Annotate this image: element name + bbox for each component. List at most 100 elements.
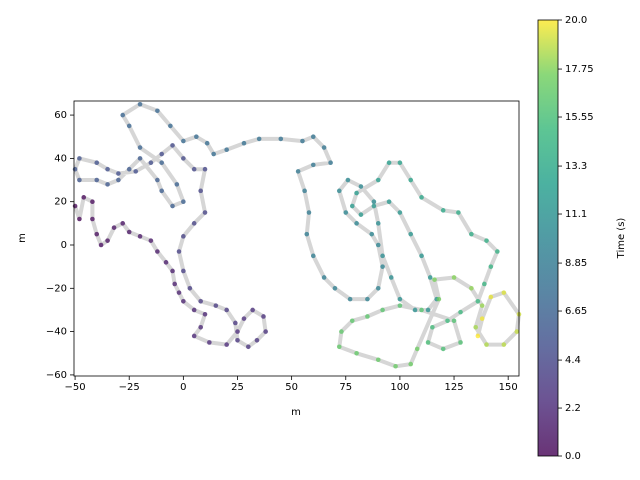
point: [495, 249, 500, 254]
point: [77, 216, 82, 222]
point: [181, 138, 186, 144]
point: [295, 169, 301, 174]
point: [371, 203, 377, 209]
point: [163, 260, 169, 265]
point: [380, 307, 385, 313]
colorbar-tick-label: 15.55: [565, 112, 594, 123]
point: [176, 249, 182, 254]
point: [375, 286, 381, 291]
point: [170, 143, 175, 148]
point: [300, 138, 305, 144]
point: [133, 169, 139, 174]
point: [90, 216, 95, 222]
colorbar-tick-label: 8.85: [565, 258, 587, 269]
point: [198, 324, 203, 330]
point: [380, 253, 385, 259]
point: [246, 344, 251, 350]
point: [388, 275, 394, 280]
point: [445, 318, 450, 324]
point: [137, 101, 143, 107]
point: [332, 286, 338, 291]
point: [427, 275, 433, 280]
point: [354, 190, 359, 196]
point: [207, 340, 212, 345]
point: [347, 296, 353, 302]
point: [302, 188, 307, 194]
x-tick-label: −50: [65, 382, 86, 393]
point: [155, 177, 160, 183]
point: [375, 357, 381, 363]
point: [369, 231, 375, 237]
point: [77, 156, 82, 161]
colorbar: [538, 20, 558, 456]
point: [469, 286, 474, 291]
point: [375, 221, 381, 226]
point: [375, 177, 381, 183]
colorbar-tick-label: 11.1: [565, 209, 587, 220]
point: [174, 182, 180, 187]
point: [412, 307, 418, 313]
point: [310, 134, 316, 140]
point: [224, 307, 229, 313]
point: [475, 298, 481, 304]
point: [488, 264, 494, 269]
point: [436, 296, 442, 302]
point: [98, 242, 104, 248]
point: [198, 188, 203, 194]
point: [181, 199, 186, 204]
point: [181, 234, 186, 239]
x-tick-label: 75: [339, 382, 352, 393]
point: [126, 229, 132, 235]
point: [440, 208, 446, 213]
point: [365, 296, 370, 302]
point: [116, 171, 121, 176]
point: [397, 303, 403, 308]
point: [170, 268, 175, 274]
colorbar-tick-label: 0.0: [565, 451, 581, 462]
point: [137, 234, 143, 239]
point: [278, 136, 284, 142]
point: [304, 231, 310, 237]
x-tick-label: 100: [390, 382, 409, 393]
point: [233, 320, 238, 326]
point: [224, 147, 229, 153]
point: [202, 166, 208, 172]
point: [194, 134, 199, 140]
point: [241, 316, 247, 321]
point: [310, 162, 316, 168]
point: [432, 277, 437, 282]
colorbar-tick-label: 6.65: [565, 306, 587, 317]
point: [213, 303, 219, 308]
point: [479, 303, 485, 308]
point: [168, 123, 173, 129]
point: [469, 231, 474, 237]
x-axis-label: m: [291, 407, 301, 418]
point: [321, 145, 327, 150]
point: [380, 264, 385, 269]
point: [94, 160, 100, 166]
point: [202, 210, 208, 215]
colorbar-tick-label: 13.3: [565, 161, 587, 172]
point: [181, 268, 186, 274]
point: [336, 188, 342, 194]
point: [475, 333, 481, 339]
colorbar-tick-label: 17.75: [565, 64, 594, 75]
point: [419, 253, 424, 259]
point: [170, 203, 175, 209]
point: [321, 275, 327, 280]
y-tick-label: 40: [54, 153, 67, 164]
point: [456, 210, 461, 215]
point: [137, 156, 143, 161]
point: [126, 123, 132, 129]
point: [105, 166, 110, 172]
point: [488, 294, 494, 300]
point: [371, 199, 377, 204]
point: [501, 342, 507, 347]
point: [397, 160, 403, 166]
y-tick-label: 20: [54, 197, 67, 208]
colorbar-tick-label: 4.4: [565, 355, 581, 366]
point: [484, 342, 489, 347]
point: [336, 344, 342, 350]
